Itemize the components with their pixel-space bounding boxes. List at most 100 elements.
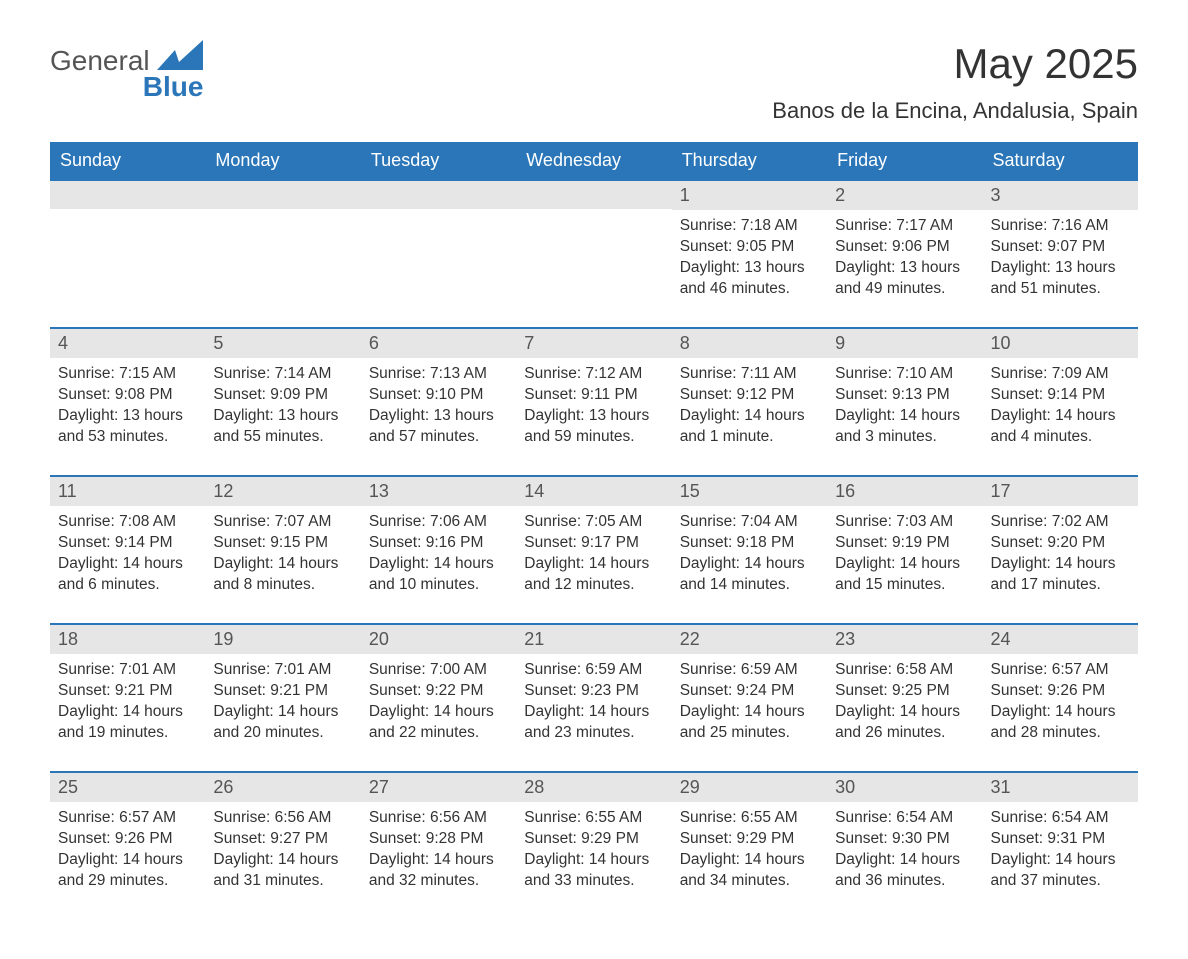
- calendar-body: 1 Sunrise: 7:18 AMSunset: 9:05 PM Daylight…: [50, 179, 1138, 919]
- sunset-text: Sunset: 9:19 PM: [835, 533, 974, 554]
- sunrise-text: Sunrise: 7:02 AM: [991, 512, 1130, 533]
- day-number: 4: [50, 329, 205, 358]
- calendar-cell: 4 Sunrise: 7:15 AMSunset: 9:08 PMDaylight…: [50, 327, 205, 475]
- calendar-week-row: 25Sunrise: 6:57 AMSunset: 9:26 PMDayligh…: [50, 771, 1138, 919]
- day-details: Sunrise: 6:56 AMSunset: 9:27 PMDaylight:…: [213, 808, 352, 892]
- day-number: 13: [361, 477, 516, 506]
- daylight-text: Daylight: 14 hours and 10 minutes.: [369, 554, 508, 596]
- day-number: 29: [672, 773, 827, 802]
- day-details: Sunrise: 7:16 AMSunset: 9:07 PMDaylight:…: [991, 216, 1130, 300]
- col-thursday: Thursday: [672, 142, 827, 179]
- daylight-text: Daylight: 13 hours and 55 minutes.: [213, 406, 352, 448]
- daylight-text: Daylight: 14 hours and 1 minute.: [680, 406, 819, 448]
- logo-text-blue: Blue: [50, 73, 203, 101]
- day-number: 25: [50, 773, 205, 802]
- calendar-cell: [50, 179, 205, 327]
- calendar-cell: 13 Sunrise: 7:06 AMSunset: 9:16 PMDayligh…: [361, 475, 516, 623]
- calendar-table: Sunday Monday Tuesday Wednesday Thursday…: [50, 142, 1138, 919]
- day-number: [50, 181, 205, 209]
- sunset-text: Sunset: 9:14 PM: [58, 533, 197, 554]
- sunset-text: Sunset: 9:05 PM: [680, 237, 819, 258]
- daylight-text: Daylight: 14 hours and 17 minutes.: [991, 554, 1130, 596]
- calendar-cell: 20Sunrise: 7:00 AMSunset: 9:22 PMDayligh…: [361, 623, 516, 771]
- logo-text-general: General: [50, 45, 150, 76]
- daylight-text: Daylight: 14 hours and 25 minutes.: [680, 702, 819, 744]
- sunrise-text: Sunrise: 7:09 AM: [991, 364, 1130, 385]
- sunrise-text: Sunrise: 6:55 AM: [524, 808, 663, 829]
- daylight-text: Daylight: 14 hours and 31 minutes.: [213, 850, 352, 892]
- calendar-cell: 2Sunrise: 7:17 AMSunset: 9:06 PMDaylight…: [827, 179, 982, 327]
- calendar-cell: 10Sunrise: 7:09 AMSunset: 9:14 PMDayligh…: [983, 327, 1138, 475]
- daylight-text: Daylight: 14 hours and 12 minutes.: [524, 554, 663, 596]
- sunrise-text: Sunrise: 7:16 AM: [991, 216, 1130, 237]
- daylight-text: Daylight: 14 hours and 4 minutes.: [991, 406, 1130, 448]
- day-details: Sunrise: 7:05 AMSunset: 9:17 PMDaylight:…: [524, 512, 663, 596]
- sunrise-text: Sunrise: 7:18 AM: [680, 216, 819, 237]
- day-number: 1: [672, 181, 827, 210]
- daylight-text: Daylight: 13 hours and 49 minutes.: [835, 258, 974, 300]
- sunset-text: Sunset: 9:27 PM: [213, 829, 352, 850]
- calendar-week-row: 4 Sunrise: 7:15 AMSunset: 9:08 PMDaylight…: [50, 327, 1138, 475]
- day-details: Sunrise: 7:12 AMSunset: 9:11 PMDaylight:…: [524, 364, 663, 448]
- col-tuesday: Tuesday: [361, 142, 516, 179]
- day-number: 24: [983, 625, 1138, 654]
- col-wednesday: Wednesday: [516, 142, 671, 179]
- day-number: 28: [516, 773, 671, 802]
- sunset-text: Sunset: 9:22 PM: [369, 681, 508, 702]
- calendar-week-row: 18Sunrise: 7:01 AMSunset: 9:21 PMDayligh…: [50, 623, 1138, 771]
- day-number: 10: [983, 329, 1138, 358]
- sunrise-text: Sunrise: 7:07 AM: [213, 512, 352, 533]
- calendar-cell: 21Sunrise: 6:59 AMSunset: 9:23 PMDayligh…: [516, 623, 671, 771]
- day-details: Sunrise: 6:54 AMSunset: 9:30 PMDaylight:…: [835, 808, 974, 892]
- sunrise-text: Sunrise: 6:55 AM: [680, 808, 819, 829]
- day-details: Sunrise: 7:07 AMSunset: 9:15 PMDaylight:…: [213, 512, 352, 596]
- day-details: Sunrise: 6:59 AMSunset: 9:23 PMDaylight:…: [524, 660, 663, 744]
- daylight-text: Daylight: 14 hours and 36 minutes.: [835, 850, 974, 892]
- daylight-text: Daylight: 14 hours and 23 minutes.: [524, 702, 663, 744]
- daylight-text: Daylight: 13 hours and 53 minutes.: [58, 406, 197, 448]
- sunrise-text: Sunrise: 6:57 AM: [58, 808, 197, 829]
- calendar-cell: 8 Sunrise: 7:11 AMSunset: 9:12 PMDaylight…: [672, 327, 827, 475]
- day-details: Sunrise: 6:55 AMSunset: 9:29 PMDaylight:…: [680, 808, 819, 892]
- day-number: 7: [516, 329, 671, 358]
- calendar-cell: 30 Sunrise: 6:54 AMSunset: 9:30 PMDayligh…: [827, 771, 982, 919]
- day-number: [516, 181, 671, 209]
- calendar-cell: 11Sunrise: 7:08 AMSunset: 9:14 PMDayligh…: [50, 475, 205, 623]
- calendar-cell: 22Sunrise: 6:59 AMSunset: 9:24 PMDayligh…: [672, 623, 827, 771]
- calendar-header-row: Sunday Monday Tuesday Wednesday Thursday…: [50, 142, 1138, 179]
- day-number: 8: [672, 329, 827, 358]
- daylight-text: Daylight: 14 hours and 15 minutes.: [835, 554, 974, 596]
- day-details: Sunrise: 7:11 AMSunset: 9:12 PMDaylight:…: [680, 364, 819, 448]
- sunset-text: Sunset: 9:06 PM: [835, 237, 974, 258]
- daylight-text: Daylight: 14 hours and 20 minutes.: [213, 702, 352, 744]
- sunset-text: Sunset: 9:26 PM: [58, 829, 197, 850]
- day-number: 12: [205, 477, 360, 506]
- day-number: 16: [827, 477, 982, 506]
- calendar-cell: 26Sunrise: 6:56 AMSunset: 9:27 PMDayligh…: [205, 771, 360, 919]
- sunrise-text: Sunrise: 7:11 AM: [680, 364, 819, 385]
- day-details: Sunrise: 7:14 AMSunset: 9:09 PMDaylight:…: [213, 364, 352, 448]
- calendar-cell: 24 Sunrise: 6:57 AMSunset: 9:26 PMDayligh…: [983, 623, 1138, 771]
- day-details: Sunrise: 7:00 AMSunset: 9:22 PMDaylight:…: [369, 660, 508, 744]
- day-number: 17: [983, 477, 1138, 506]
- day-details: Sunrise: 6:57 AMSunset: 9:26 PMDaylight:…: [58, 808, 197, 892]
- day-number: 30: [827, 773, 982, 802]
- calendar-cell: 7 Sunrise: 7:12 AMSunset: 9:11 PMDaylight…: [516, 327, 671, 475]
- daylight-text: Daylight: 14 hours and 22 minutes.: [369, 702, 508, 744]
- calendar-cell: 1Sunrise: 7:18 AMSunset: 9:05 PMDaylight…: [672, 179, 827, 327]
- sunrise-text: Sunrise: 7:05 AM: [524, 512, 663, 533]
- calendar-cell: 28Sunrise: 6:55 AMSunset: 9:29 PMDayligh…: [516, 771, 671, 919]
- col-monday: Monday: [205, 142, 360, 179]
- title-block: May 2025 Banos de la Encina, Andalusia, …: [772, 40, 1138, 124]
- calendar-cell: 27Sunrise: 6:56 AMSunset: 9:28 PMDayligh…: [361, 771, 516, 919]
- sunset-text: Sunset: 9:16 PM: [369, 533, 508, 554]
- col-friday: Friday: [827, 142, 982, 179]
- day-details: Sunrise: 7:15 AMSunset: 9:08 PMDaylight:…: [58, 364, 197, 448]
- sunset-text: Sunset: 9:21 PM: [58, 681, 197, 702]
- day-details: Sunrise: 6:57 AMSunset: 9:26 PMDaylight:…: [991, 660, 1130, 744]
- day-details: Sunrise: 7:17 AMSunset: 9:06 PMDaylight:…: [835, 216, 974, 300]
- sunset-text: Sunset: 9:07 PM: [991, 237, 1130, 258]
- calendar-week-row: 11Sunrise: 7:08 AMSunset: 9:14 PMDayligh…: [50, 475, 1138, 623]
- sunset-text: Sunset: 9:12 PM: [680, 385, 819, 406]
- day-details: Sunrise: 7:06 AMSunset: 9:16 PMDaylight:…: [369, 512, 508, 596]
